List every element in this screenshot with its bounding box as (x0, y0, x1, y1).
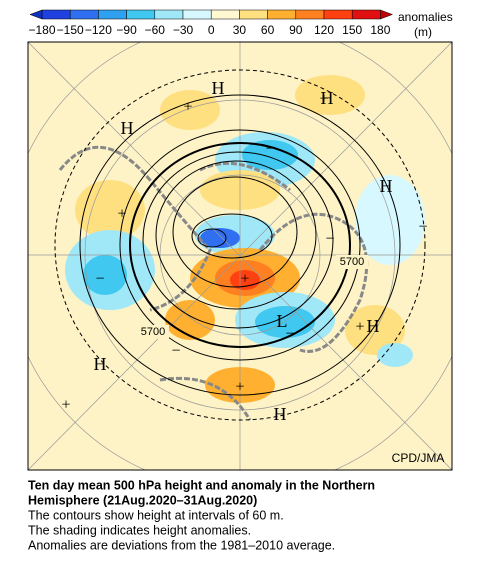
caption-title: Ten day mean 500 hPa height and anomaly … (28, 478, 375, 492)
map-symbol: − (285, 326, 294, 343)
colorbar-label: 60 (261, 23, 275, 37)
colorbar-arrow (380, 9, 394, 20)
colorbar-bin (182, 9, 212, 20)
map-frame (27, 41, 453, 471)
map-symbol: − (418, 219, 427, 236)
map-symbol: − (265, 141, 274, 158)
map-symbol: + (235, 379, 244, 396)
map-symbol: H (212, 78, 225, 98)
colorbar-bin (126, 9, 156, 20)
colorbar-label: −120 (85, 23, 112, 37)
map-symbol: + (61, 397, 70, 414)
coastlines (58, 145, 369, 421)
colorbar-bin (210, 9, 240, 20)
credit: CPD/JMA (392, 451, 445, 465)
map-symbol: + (117, 206, 126, 223)
graticule (28, 42, 452, 470)
colorbar: −180 −150 −120 −90 −60 −30 0 30 60 90 120 150 180 (28, 9, 394, 37)
colorbar-label: 120 (314, 23, 334, 37)
colorbar-label: −150 (57, 23, 84, 37)
colorbar-bin (98, 9, 127, 20)
map-symbol: H (121, 118, 134, 138)
caption-line: Anomalies are deviations from the 1981–2… (28, 538, 335, 552)
colorbar-label: −90 (116, 23, 137, 37)
map-symbol: + (319, 91, 328, 108)
colorbar-bin (154, 9, 184, 20)
colorbar-label: −30 (173, 23, 194, 37)
colorbar-bin (295, 9, 325, 20)
map-symbol: − (171, 343, 180, 360)
colorbar-label: −60 (145, 23, 166, 37)
colorbar-bin (267, 9, 297, 20)
contour-label-bg (137, 325, 169, 339)
map-symbol: H (321, 88, 334, 108)
contour-label: 5700 (340, 256, 364, 268)
contour-label: 5700 (141, 326, 165, 338)
colorbar-label: 180 (370, 23, 390, 37)
map-symbol: H (367, 316, 380, 336)
map-symbol: H (274, 404, 287, 424)
colorbar-unit: (m) (414, 25, 432, 39)
colorbar-bin (41, 9, 71, 20)
map-symbol: H (94, 354, 107, 374)
colorbar-arrow (29, 9, 43, 20)
map-symbol: + (240, 271, 249, 288)
colorbar-bin (239, 9, 268, 20)
caption-line: The shading indicates height anomalies. (28, 523, 251, 537)
map-symbol: + (355, 319, 364, 336)
colorbar-bin (351, 9, 381, 20)
caption-line: The contours show height at intervals of… (28, 508, 284, 522)
colorbar-title: anomalies (398, 10, 453, 24)
colorbar-bin (69, 9, 99, 20)
caption-title: Hemisphere (21Aug.2020–31Aug.2020) (28, 493, 257, 507)
colorbar-bin (323, 9, 353, 20)
map-symbol: H (380, 176, 393, 196)
map-symbol: + (183, 99, 192, 116)
colorbar-label: 0 (208, 23, 215, 37)
height-contours (54, 69, 426, 421)
map-symbol: − (95, 271, 104, 288)
colorbar-label: 90 (289, 23, 303, 37)
map-symbol: − (325, 231, 334, 248)
colorbar-label: 150 (342, 23, 362, 37)
colorbar-label: −180 (28, 23, 55, 37)
map-symbol: L (277, 311, 288, 331)
contour-label-bg (336, 255, 368, 269)
colorbar-label: 30 (233, 23, 247, 37)
